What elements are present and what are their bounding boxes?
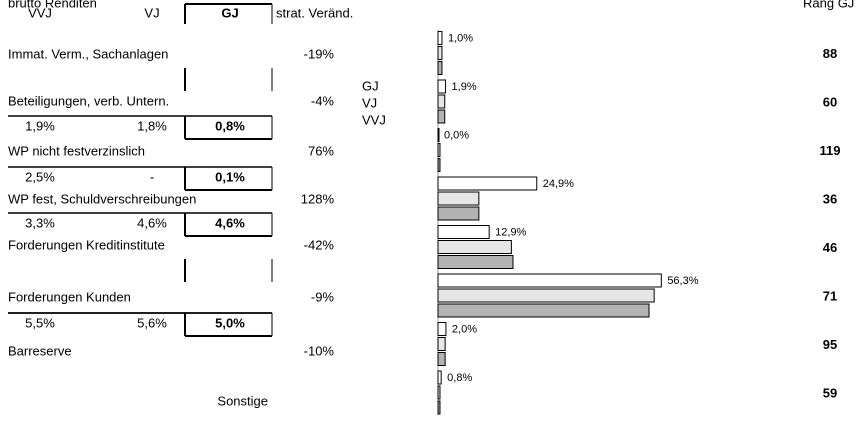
row-label: Forderungen Kreditinstitute: [8, 237, 165, 252]
row-label: Immat. Verm., Sachanlagen: [8, 46, 168, 61]
rank: 59: [823, 385, 837, 400]
row-label: WP fest, Schuldverschreibungen: [8, 191, 196, 206]
row-label: WP nicht festverzinslich: [8, 143, 145, 158]
strategic-change: -10%: [304, 343, 335, 358]
bar: [437, 288, 655, 303]
bar: [437, 385, 441, 400]
value-label: 0,8%: [447, 372, 472, 384]
bar: [437, 109, 446, 124]
return-value: 3,3%: [25, 215, 55, 230]
strategic-change: -9%: [311, 289, 335, 304]
return-value: 5,0%: [215, 315, 245, 330]
strategic-change: 128%: [301, 191, 335, 206]
bar: [437, 128, 440, 142]
legend-label: GJ: [362, 78, 379, 93]
value-label: 2,0%: [452, 323, 477, 335]
row-label: Beteiligungen, verb. Untern.: [8, 93, 169, 108]
return-value: 5,5%: [25, 315, 55, 330]
rank: 46: [823, 240, 837, 255]
bar: [437, 61, 443, 75]
return-value: 4,6%: [215, 215, 245, 230]
return-value: 4,6%: [137, 215, 167, 230]
value-label: 24,9%: [543, 178, 574, 190]
bar: [437, 240, 512, 254]
value-label: 1,9%: [452, 81, 477, 93]
column-header: GJ: [221, 5, 238, 20]
bar: [437, 176, 538, 191]
bar: [437, 400, 441, 415]
row-label: Barreserve: [8, 343, 72, 358]
column-header: VJ: [144, 5, 159, 20]
return-value: 2,5%: [25, 169, 55, 184]
bar: [437, 46, 443, 60]
bar: [437, 79, 447, 94]
return-value: -: [150, 169, 154, 184]
strategic-change: -42%: [304, 237, 335, 252]
bar: [437, 352, 446, 366]
row-label: Sonstige: [217, 393, 268, 408]
bar: [437, 255, 514, 269]
strategic-change: 76%: [308, 143, 334, 158]
strategic-change: -4%: [311, 93, 335, 108]
rank: 88: [823, 46, 837, 61]
bar: [437, 370, 442, 385]
bar: [437, 303, 650, 318]
return-value: 5,6%: [137, 315, 167, 330]
column-header: VVJ: [28, 5, 52, 20]
bar: [437, 31, 443, 45]
row-label: Forderungen Kunden: [8, 289, 131, 304]
rank-title: Rang GJ: [803, 0, 854, 10]
return-value: 1,8%: [137, 118, 167, 133]
rank: 60: [823, 94, 837, 109]
legend-label: VJ: [362, 95, 377, 110]
bar: [437, 206, 480, 221]
return-value: 1,9%: [25, 118, 55, 133]
rank: 95: [823, 337, 837, 352]
bar: [437, 337, 446, 351]
value-label: 1,0%: [448, 32, 473, 44]
value-label: 12,9%: [495, 226, 526, 238]
return-value: 0,1%: [215, 169, 245, 184]
rank: 71: [823, 288, 837, 303]
bar: [437, 225, 490, 239]
value-label: 0,0%: [444, 129, 469, 141]
return-value: 0,8%: [215, 118, 245, 133]
bar: [437, 273, 662, 288]
rank: 36: [823, 191, 837, 206]
value-label: 56,3%: [667, 275, 698, 287]
page-title: brutto Renditen: [8, 0, 97, 10]
legend-label: VVJ: [362, 112, 386, 127]
gj-box: [184, 3, 273, 24]
bar: [437, 322, 447, 336]
bar: [437, 191, 480, 206]
bar: [437, 94, 446, 109]
strategic-change: -19%: [304, 46, 335, 61]
rank: 119: [820, 143, 841, 158]
bar: [437, 143, 441, 157]
bar: [437, 158, 441, 172]
column-header: strat. Veränd.: [276, 5, 353, 20]
